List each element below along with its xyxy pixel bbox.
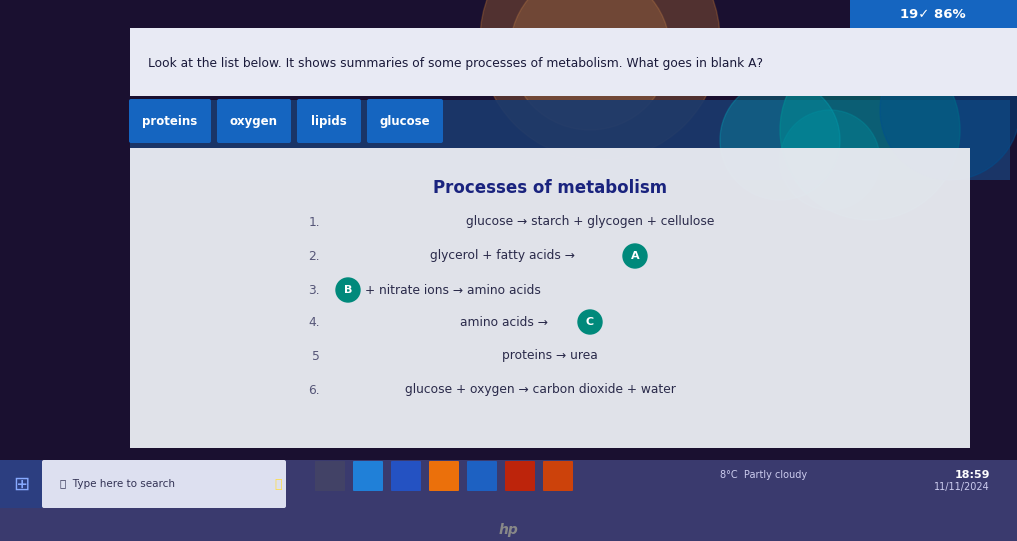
Text: amino acids →: amino acids → xyxy=(460,315,548,328)
Text: 5: 5 xyxy=(312,349,320,362)
Text: hp: hp xyxy=(498,523,518,537)
FancyBboxPatch shape xyxy=(543,461,573,491)
Text: glycerol + fatty acids →: glycerol + fatty acids → xyxy=(430,249,575,262)
Text: glucose: glucose xyxy=(379,115,430,128)
Text: 4.: 4. xyxy=(308,315,320,328)
FancyBboxPatch shape xyxy=(391,461,421,491)
FancyBboxPatch shape xyxy=(429,461,459,491)
Text: proteins: proteins xyxy=(142,115,197,128)
Text: ⊞: ⊞ xyxy=(13,474,29,493)
FancyBboxPatch shape xyxy=(0,0,1017,460)
Text: 19✓ 86%: 19✓ 86% xyxy=(900,8,966,21)
FancyBboxPatch shape xyxy=(130,148,970,448)
Text: A: A xyxy=(631,251,640,261)
FancyBboxPatch shape xyxy=(129,99,211,143)
Circle shape xyxy=(336,278,360,302)
FancyBboxPatch shape xyxy=(505,461,535,491)
FancyBboxPatch shape xyxy=(467,461,497,491)
Text: oxygen: oxygen xyxy=(230,115,278,128)
Text: 1.: 1. xyxy=(308,215,320,228)
Circle shape xyxy=(510,0,670,130)
Text: glucose + oxygen → carbon dioxide + water: glucose + oxygen → carbon dioxide + wate… xyxy=(405,384,675,397)
Text: 6.: 6. xyxy=(308,384,320,397)
FancyBboxPatch shape xyxy=(130,100,1010,180)
Circle shape xyxy=(480,0,720,160)
FancyBboxPatch shape xyxy=(130,28,1017,96)
Text: 2.: 2. xyxy=(308,249,320,262)
FancyBboxPatch shape xyxy=(315,461,345,491)
Text: ✨: ✨ xyxy=(275,478,282,491)
FancyBboxPatch shape xyxy=(42,460,286,508)
Text: B: B xyxy=(344,285,352,295)
Text: lipids: lipids xyxy=(311,115,347,128)
Circle shape xyxy=(780,40,960,220)
Circle shape xyxy=(720,80,840,200)
Text: Look at the list below. It shows summaries of some processes of metabolism. What: Look at the list below. It shows summari… xyxy=(148,56,763,69)
FancyBboxPatch shape xyxy=(0,460,42,508)
Circle shape xyxy=(880,40,1017,180)
FancyBboxPatch shape xyxy=(367,99,443,143)
Text: 3.: 3. xyxy=(308,283,320,296)
Text: 8°C  Partly cloudy: 8°C Partly cloudy xyxy=(720,470,807,480)
FancyBboxPatch shape xyxy=(0,460,1017,541)
Text: + nitrate ions → amino acids: + nitrate ions → amino acids xyxy=(365,283,541,296)
Text: 11/11/2024: 11/11/2024 xyxy=(935,482,990,492)
Text: 18:59: 18:59 xyxy=(955,470,990,480)
Text: glucose → starch + glycogen + cellulose: glucose → starch + glycogen + cellulose xyxy=(466,215,714,228)
Circle shape xyxy=(780,110,880,210)
FancyBboxPatch shape xyxy=(353,461,383,491)
Text: 🔍  Type here to search: 🔍 Type here to search xyxy=(60,479,175,489)
Circle shape xyxy=(578,310,602,334)
Text: Processes of metabolism: Processes of metabolism xyxy=(433,179,667,197)
Text: proteins → urea: proteins → urea xyxy=(502,349,598,362)
FancyBboxPatch shape xyxy=(297,99,361,143)
Text: C: C xyxy=(586,317,594,327)
FancyBboxPatch shape xyxy=(850,0,1017,28)
FancyBboxPatch shape xyxy=(217,99,291,143)
Circle shape xyxy=(623,244,647,268)
